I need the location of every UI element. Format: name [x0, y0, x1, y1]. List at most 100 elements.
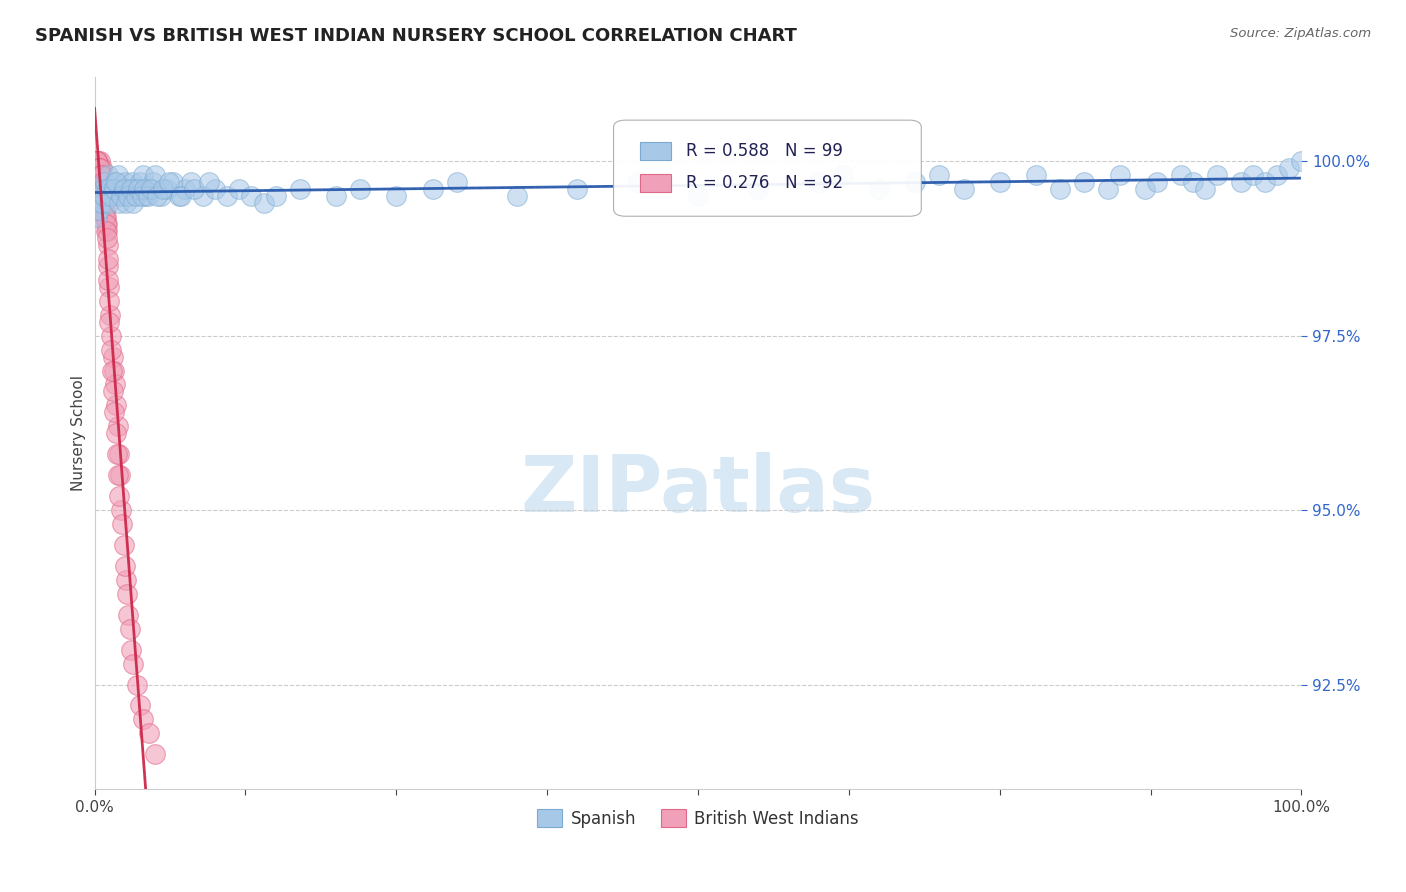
Text: R = 0.276   N = 92: R = 0.276 N = 92: [686, 174, 844, 192]
Point: [180, 175, 202, 189]
Point: [111, 182, 134, 196]
Point: [91, 182, 114, 196]
Point: [122, 196, 145, 211]
Point: [96, 224, 118, 238]
Point: [114, 558, 136, 573]
Point: [100, 328, 122, 343]
Point: [90, 168, 112, 182]
Point: [193, 189, 215, 203]
Point: [90, 161, 112, 176]
Point: [90, 168, 112, 182]
Point: [98, 315, 121, 329]
Point: [156, 182, 179, 196]
Y-axis label: Nursery School: Nursery School: [72, 376, 86, 491]
Point: [87, 154, 110, 169]
Point: [90, 175, 112, 189]
Point: [96, 217, 118, 231]
Point: [288, 182, 311, 196]
Point: [89, 202, 111, 217]
Point: [90, 168, 112, 182]
Point: [120, 182, 142, 196]
Point: [86, 161, 108, 176]
Point: [118, 182, 141, 196]
Point: [91, 182, 114, 196]
Point: [141, 182, 163, 196]
Point: [124, 189, 146, 203]
Point: [89, 168, 111, 182]
Point: [831, 168, 853, 182]
Point: [103, 182, 125, 196]
Point: [86, 161, 108, 176]
Point: [86, 210, 108, 224]
Point: [446, 175, 468, 189]
Point: [129, 698, 152, 713]
Point: [103, 363, 125, 377]
Point: [87, 196, 110, 211]
Point: [170, 189, 193, 203]
Point: [104, 175, 127, 189]
Text: Source: ZipAtlas.com: Source: ZipAtlas.com: [1230, 27, 1371, 40]
Point: [252, 196, 274, 211]
Point: [107, 419, 129, 434]
Point: [112, 182, 135, 196]
Point: [91, 182, 114, 196]
Point: [91, 168, 114, 182]
Point: [107, 196, 129, 211]
Point: [928, 168, 950, 182]
Point: [988, 175, 1011, 189]
Point: [97, 273, 120, 287]
Point: [105, 447, 128, 461]
Point: [1025, 168, 1047, 182]
FancyBboxPatch shape: [613, 120, 921, 216]
Point: [89, 161, 111, 176]
Point: [97, 168, 120, 182]
Point: [115, 587, 138, 601]
Point: [124, 189, 146, 203]
Point: [1206, 168, 1229, 182]
Point: [117, 607, 139, 622]
Point: [129, 175, 152, 189]
Point: [108, 189, 131, 203]
Point: [97, 238, 120, 252]
Point: [110, 189, 132, 203]
Point: [100, 189, 122, 203]
Text: SPANISH VS BRITISH WEST INDIAN NURSERY SCHOOL CORRELATION CHART: SPANISH VS BRITISH WEST INDIAN NURSERY S…: [35, 27, 797, 45]
Point: [98, 280, 121, 294]
Bar: [640, 142, 672, 160]
Point: [1194, 182, 1216, 196]
Point: [134, 189, 156, 203]
Point: [94, 210, 117, 224]
Point: [506, 189, 529, 203]
Point: [131, 189, 153, 203]
Point: [167, 189, 190, 203]
Point: [1230, 175, 1253, 189]
Point: [1073, 175, 1095, 189]
Point: [904, 175, 927, 189]
Point: [108, 468, 131, 483]
Point: [228, 182, 250, 196]
Point: [94, 175, 117, 189]
Point: [198, 175, 221, 189]
Point: [1109, 168, 1132, 182]
Point: [807, 175, 830, 189]
Point: [96, 224, 118, 238]
Point: [84, 154, 107, 169]
Point: [132, 713, 155, 727]
Point: [94, 196, 117, 211]
Point: [1146, 175, 1168, 189]
Point: [112, 538, 135, 552]
Point: [84, 154, 107, 169]
Point: [97, 259, 120, 273]
Point: [94, 202, 117, 217]
Point: [686, 189, 709, 203]
Bar: [640, 174, 672, 192]
Point: [114, 175, 136, 189]
Point: [107, 468, 129, 483]
Point: [143, 747, 166, 762]
Point: [118, 622, 141, 636]
Point: [136, 189, 159, 203]
Point: [146, 189, 169, 203]
Point: [86, 168, 108, 182]
Point: [120, 642, 142, 657]
Point: [87, 161, 110, 176]
